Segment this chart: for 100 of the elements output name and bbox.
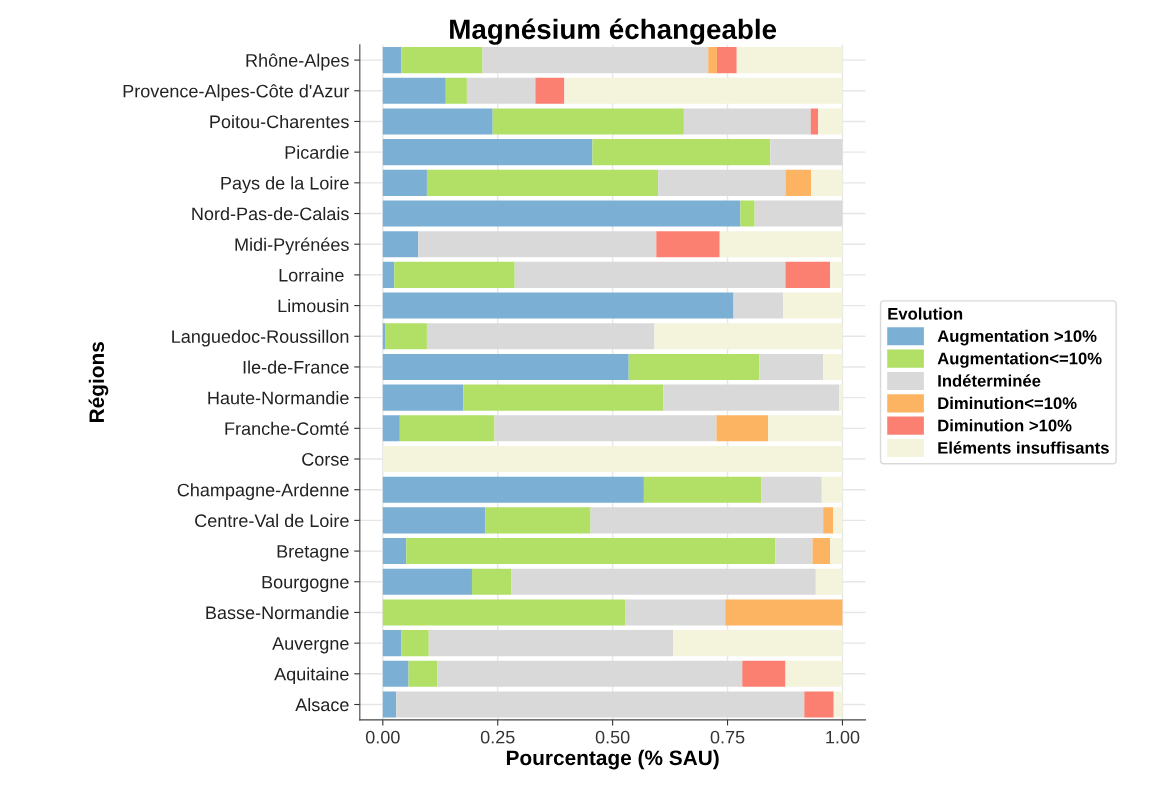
bar xyxy=(804,691,834,718)
y-tick-label: Alsace xyxy=(295,697,349,712)
bar xyxy=(394,261,515,288)
bar xyxy=(775,538,813,565)
bar xyxy=(382,261,395,288)
legend-label: Diminution<=10% xyxy=(938,396,1077,410)
x-tick-label: 0.75 xyxy=(710,730,745,744)
bar xyxy=(471,568,512,595)
chart-title: Magnésium échangeable xyxy=(450,18,777,45)
y-tick-label: Nord-Pas-de-Calais xyxy=(192,206,349,221)
y-tick-label: Franche-Comté xyxy=(225,421,349,436)
bar xyxy=(658,169,786,196)
legend-title: Evolution xyxy=(888,307,963,320)
bar xyxy=(736,47,843,74)
bar xyxy=(406,538,776,565)
bar xyxy=(382,691,397,718)
y-tick-label: Centre-Val de Loire xyxy=(195,513,349,528)
bar xyxy=(733,292,784,319)
y-tick-label: Rhône-Alpes xyxy=(246,53,349,71)
y-axis-title: Régions xyxy=(88,342,109,422)
bar xyxy=(654,323,843,350)
bar xyxy=(382,384,464,411)
y-tick-label: Auvergne xyxy=(272,637,349,654)
bar xyxy=(656,231,720,258)
bar xyxy=(401,630,429,657)
y-tick-label: Bourgogne xyxy=(262,575,349,593)
bar xyxy=(382,292,734,319)
legend-label: Indéterminée xyxy=(938,374,1041,387)
bar xyxy=(492,108,684,135)
bar xyxy=(708,47,717,74)
bar xyxy=(426,323,655,350)
bar xyxy=(382,568,472,595)
y-tick-label: Pays de la Loire xyxy=(221,176,349,194)
bar xyxy=(716,47,737,74)
bar xyxy=(740,200,755,227)
bar xyxy=(382,77,446,104)
bar xyxy=(818,108,843,135)
bar xyxy=(839,384,843,411)
y-tick-label: Champagne-Ardenne xyxy=(177,483,349,500)
bar xyxy=(823,353,843,380)
legend-label: Augmentation<=10% xyxy=(937,352,1102,368)
legend-label: Diminution >10% xyxy=(938,419,1072,432)
bar xyxy=(382,47,402,74)
bar xyxy=(437,660,743,687)
y-tick-label: Corse xyxy=(302,452,349,466)
bar xyxy=(382,139,593,166)
y-tick-label: Provence-Alpes-Côte d'Azur xyxy=(123,84,350,102)
bar xyxy=(830,261,843,288)
bar xyxy=(754,200,843,227)
x-tick-label: 0.50 xyxy=(595,730,630,744)
x-tick-label: 1.00 xyxy=(826,730,860,744)
y-tick-label: Languedoc-Roussillon xyxy=(172,329,349,347)
y-tick-label: Picardie xyxy=(285,145,349,159)
bar xyxy=(511,568,816,595)
bar xyxy=(625,599,726,626)
bar xyxy=(385,323,427,350)
bar xyxy=(428,630,674,657)
bar xyxy=(785,169,812,196)
bar xyxy=(673,630,843,657)
bar xyxy=(399,415,495,442)
bar xyxy=(396,691,805,718)
bar xyxy=(785,660,843,687)
bar xyxy=(382,538,407,565)
bar xyxy=(815,568,843,595)
bar xyxy=(725,599,843,626)
bar xyxy=(382,507,486,534)
bar xyxy=(382,353,629,380)
bar xyxy=(821,476,843,503)
bar xyxy=(382,476,644,503)
bar xyxy=(770,139,843,166)
bar xyxy=(716,415,768,442)
x-tick-label: 0.00 xyxy=(365,730,400,744)
bar xyxy=(592,139,771,166)
bar xyxy=(590,507,824,534)
y-tick-label: Bretagne xyxy=(277,545,349,562)
bar xyxy=(494,415,717,442)
x-axis-title: Pourcentage (% SAU) xyxy=(506,749,719,770)
bar xyxy=(535,77,565,104)
bar xyxy=(482,47,709,74)
y-tick-label: Aquitaine xyxy=(274,667,349,685)
bar xyxy=(514,261,786,288)
bar xyxy=(418,231,657,258)
bar xyxy=(628,353,760,380)
bar xyxy=(719,231,843,258)
bar xyxy=(382,445,843,473)
y-tick-label: Poitou-Charentes xyxy=(210,114,349,129)
y-tick-label: Basse-Normandie xyxy=(206,605,349,620)
y-tick-label: Limousin xyxy=(278,299,349,313)
bar xyxy=(783,292,843,319)
bar xyxy=(466,77,536,104)
y-tick-label: Ile-de-France xyxy=(243,360,349,374)
bar xyxy=(761,476,822,503)
bar xyxy=(382,231,419,258)
bar xyxy=(742,660,786,687)
bar xyxy=(823,507,834,534)
y-tick-label: Midi-Pyrénées xyxy=(235,237,349,255)
legend-label: Eléments insuffisants xyxy=(938,441,1109,454)
bar xyxy=(811,169,843,196)
bar xyxy=(767,415,843,442)
bar xyxy=(382,200,741,227)
